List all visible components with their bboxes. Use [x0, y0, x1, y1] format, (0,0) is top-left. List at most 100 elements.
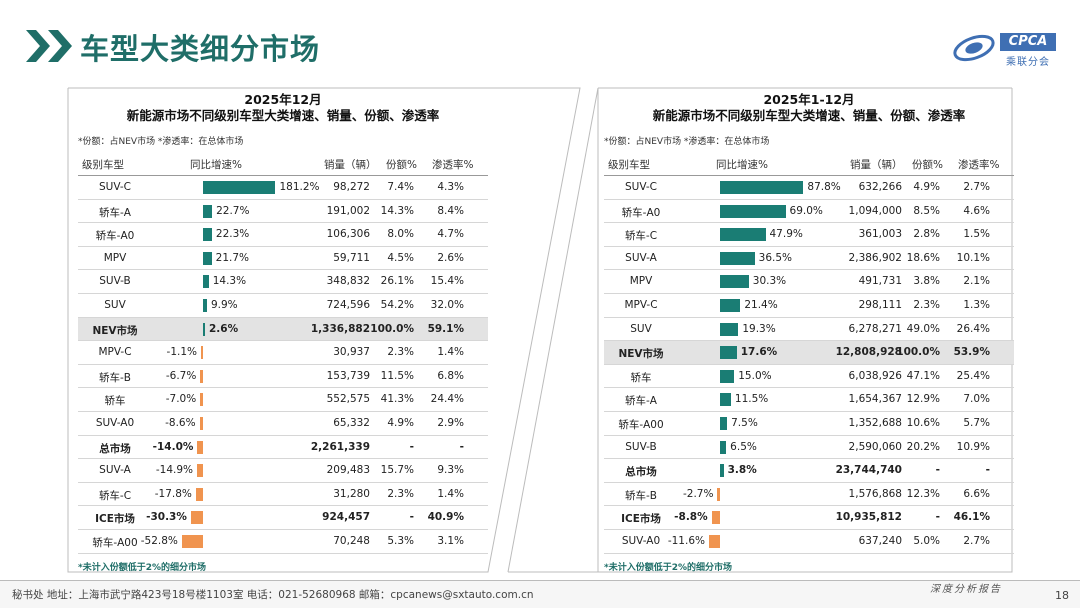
table-row: 轿车-B -6.7% 153,739 11.5% 6.8% — [78, 365, 488, 389]
row-share: - — [935, 464, 940, 477]
row-name: MPV-C — [98, 346, 132, 359]
row-share: - — [409, 440, 414, 453]
growth-bar — [200, 393, 203, 407]
table-row: 轿车 -7.0% 552,575 41.3% 24.4% — [78, 388, 488, 412]
growth-label: -1.1% — [166, 346, 197, 359]
row-volume: 65,332 — [333, 416, 370, 429]
growth-label: 6.5% — [730, 440, 757, 453]
row-share: 10.6% — [906, 416, 940, 429]
row-volume: 153,739 — [326, 369, 370, 382]
footer-tag: 深度分析报告 — [930, 584, 1002, 595]
col-name-header: 级别车型 — [82, 159, 124, 171]
slide-header: 车型大类细分市场 CPCA 乘联分会 — [0, 0, 1080, 76]
growth-label: -52.8% — [140, 534, 178, 547]
row-volume: 298,111 — [858, 298, 902, 311]
row-name: SUV — [104, 298, 126, 311]
growth-bar — [201, 346, 203, 360]
row-penetration: 10.1% — [956, 251, 990, 264]
row-share: - — [935, 511, 940, 524]
growth-bar — [720, 251, 755, 265]
table-row: ICE市场 -8.8% 10,935,812 -46.1% — [604, 506, 1014, 530]
row-penetration: 9.3% — [437, 464, 464, 477]
row-volume: 30,937 — [333, 346, 370, 359]
logo-wordmark: CPCA — [1000, 33, 1056, 51]
row-volume: 31,280 — [333, 487, 370, 500]
row-volume: 2,590,060 — [848, 440, 902, 453]
row-penetration: 1.4% — [437, 487, 464, 500]
row-volume: 10,935,812 — [835, 511, 902, 524]
table-row: 轿车-B -2.7% 1,576,868 12.3% 6.6% — [604, 483, 1014, 507]
table-header: 级别车型 同比增速% 销量（辆） 份额% 渗透率% — [604, 153, 1014, 176]
growth-label: 19.3% — [742, 322, 776, 335]
row-name: SUV-C — [624, 181, 658, 193]
table-row: SUV-C 181.2% 98,272 7.4% 4.3% — [78, 176, 488, 200]
growth-bar — [720, 322, 739, 336]
row-share: 7.4% — [387, 181, 414, 193]
table-row: SUV-B 14.3% 348,832 26.1% 15.4% — [78, 270, 488, 294]
growth-label: -14.0% — [152, 440, 194, 453]
table-row: SUV-A -14.9% 209,483 15.7% 9.3% — [78, 459, 488, 483]
annual-table-panel: 2025年1-12月 新能源市场不同级别车型大类增速、销量、份额、渗透率 *份额… — [604, 88, 1014, 573]
growth-label: 21.4% — [744, 298, 778, 311]
row-share: 2.3% — [387, 487, 414, 500]
growth-label: 14.3% — [212, 275, 247, 288]
growth-label: -11.6% — [667, 534, 705, 547]
growth-label: 69.0% — [789, 204, 823, 217]
row-penetration: 3.1% — [437, 534, 464, 547]
row-share: 41.3% — [380, 393, 414, 406]
growth-bar — [203, 204, 213, 218]
row-penetration: 2.7% — [963, 534, 990, 547]
row-volume: 632,266 — [858, 181, 902, 193]
growth-label: 22.7% — [216, 204, 250, 217]
col-name-header: 级别车型 — [608, 159, 650, 171]
row-penetration: 6.8% — [437, 369, 464, 382]
row-share: 20.2% — [906, 440, 940, 453]
table-row: 总市场 -14.0% 2,261,339 - - — [78, 436, 488, 460]
table-row: 轿车-A00 -52.8% 70,248 5.3% 3.1% — [78, 530, 488, 554]
cpca-logo-icon — [953, 34, 995, 62]
row-name: 轿车-A00 — [92, 536, 138, 549]
growth-label: 30.3% — [752, 275, 787, 288]
row-share: 11.5% — [380, 369, 414, 382]
growth-label: 11.5% — [734, 393, 769, 406]
row-name: NEV市场 — [92, 324, 138, 337]
row-volume: 348,832 — [326, 275, 370, 288]
row-name: 轿车-B — [99, 371, 131, 384]
row-share: 2.3% — [387, 346, 414, 359]
double-chevron-icon — [26, 30, 72, 62]
col-penetration-header: 渗透率% — [958, 159, 1000, 171]
panel-title: 2025年1-12月 — [763, 92, 855, 107]
table-row: 轿车-C 47.9% 361,003 2.8% 1.5% — [604, 223, 1014, 247]
row-penetration: 2.7% — [963, 181, 990, 193]
row-volume: 1,576,868 — [848, 487, 902, 500]
monthly-table-panel: 2025年12月 新能源市场不同级别车型大类增速、销量、份额、渗透率 *份额：占… — [78, 88, 488, 573]
growth-bar — [720, 346, 737, 360]
row-name: SUV — [630, 322, 652, 335]
table-row: ICE市场 -30.3% 924,457 -40.9% — [78, 506, 488, 530]
row-penetration: 26.4% — [956, 322, 990, 335]
growth-label: -14.9% — [155, 464, 194, 477]
growth-bar — [203, 251, 212, 265]
growth-label: -8.6% — [165, 416, 196, 429]
growth-bar — [720, 393, 731, 407]
table-row: MPV 21.7% 59,711 4.5% 2.6% — [78, 247, 488, 271]
row-penetration: 1.4% — [437, 346, 464, 359]
row-share: 4.9% — [913, 181, 940, 193]
growth-label: 17.6% — [740, 346, 778, 359]
growth-label: 2.6% — [209, 322, 239, 335]
row-volume: 552,575 — [326, 393, 370, 406]
footer-contact: 秘书处 地址：上海市武宁路423号18号楼1103室 电话：021-526809… — [12, 589, 534, 601]
row-share: - — [409, 511, 414, 524]
growth-bar — [720, 204, 786, 218]
row-penetration: 2.1% — [963, 275, 990, 288]
row-penetration: 32.0% — [430, 298, 464, 311]
table-row: 轿车-A0 69.0% 1,094,000 8.5% 4.6% — [604, 200, 1014, 224]
growth-bar — [720, 298, 741, 312]
table-row: SUV 19.3% 6,278,271 49.0% 26.4% — [604, 318, 1014, 342]
table-row: 轿车-A0 22.3% 106,306 8.0% 4.7% — [78, 223, 488, 247]
row-name: SUV-C — [98, 181, 132, 193]
row-penetration: 7.0% — [963, 393, 990, 406]
row-volume: 1,352,688 — [848, 416, 902, 429]
row-name: MPV-C — [624, 298, 658, 311]
row-volume: 1,336,882 — [310, 322, 370, 335]
